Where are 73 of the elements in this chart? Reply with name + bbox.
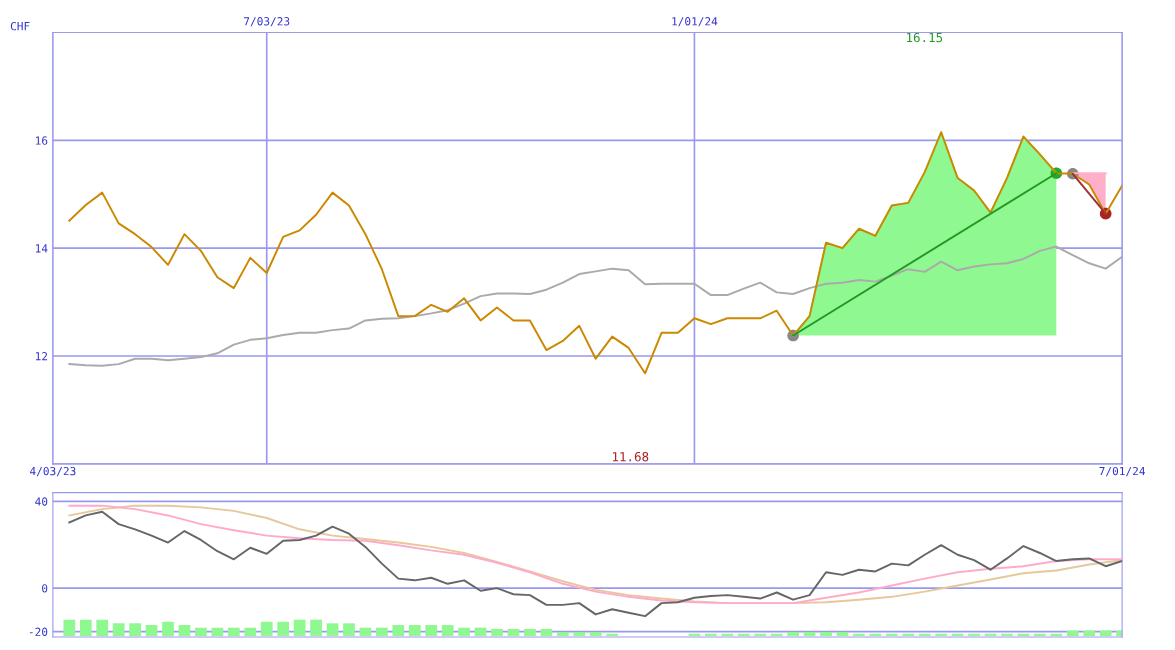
- bar: [589, 632, 602, 636]
- bar: [310, 619, 322, 636]
- x2-tick-label: 7/03/23: [244, 17, 290, 27]
- bar: [343, 623, 355, 636]
- bar: [326, 623, 339, 636]
- bar: [96, 619, 109, 636]
- line-series: [68, 245, 1123, 367]
- bar: [787, 632, 799, 636]
- line-series: [68, 510, 1123, 618]
- bar: [1001, 633, 1013, 636]
- bar: [129, 623, 141, 636]
- bar: [606, 633, 619, 636]
- bar: [918, 633, 931, 636]
- bar: [244, 627, 257, 636]
- bar: [573, 632, 586, 636]
- bar: [705, 633, 717, 636]
- bar: [820, 632, 832, 636]
- bar: [1083, 630, 1096, 636]
- bar: [869, 633, 882, 636]
- bar: [935, 633, 948, 636]
- bar: [1099, 630, 1112, 636]
- y-tick-label: 40: [35, 497, 48, 506]
- bar: [79, 619, 92, 636]
- bar: [754, 633, 767, 636]
- bar: [227, 627, 240, 636]
- bar: [902, 633, 915, 636]
- x2-tick-label: 1/01/24: [672, 17, 718, 27]
- bar: [441, 625, 454, 636]
- bar: [260, 621, 273, 636]
- x-tick-label: 7/01/24: [1099, 466, 1146, 477]
- bar: [293, 619, 306, 636]
- y-axis-title: CHF: [10, 21, 30, 31]
- bar: [178, 625, 191, 636]
- bar: [195, 627, 207, 636]
- y-tick-label: 14: [35, 244, 48, 253]
- bar: [556, 632, 569, 636]
- bar: [211, 627, 224, 636]
- line-series: [68, 131, 1123, 375]
- bar: [162, 621, 174, 636]
- y-tick-label: -20: [29, 627, 48, 636]
- bar: [112, 623, 125, 636]
- bar: [836, 632, 849, 636]
- bar: [770, 633, 783, 636]
- bar: [474, 627, 487, 636]
- bar: [359, 627, 372, 636]
- annotation: 16.15: [907, 32, 943, 43]
- bar: [408, 625, 421, 636]
- bar: [853, 633, 865, 636]
- y-tick-label: 12: [35, 352, 48, 361]
- y-tick-label: 0: [42, 584, 48, 593]
- bar: [968, 633, 980, 636]
- bar: [524, 628, 536, 636]
- bar: [392, 625, 405, 636]
- y-tick-label: 16: [35, 136, 48, 145]
- bar: [737, 633, 750, 636]
- bar: [540, 628, 553, 636]
- bar: [885, 633, 898, 636]
- bar: [1050, 633, 1063, 636]
- line-series: [68, 504, 1123, 605]
- annotation: 11.68: [612, 451, 649, 462]
- bar: [458, 627, 470, 636]
- bar: [491, 628, 503, 636]
- bar: [277, 621, 290, 636]
- bar: [1034, 633, 1046, 636]
- bar: [721, 633, 734, 636]
- bar: [507, 628, 520, 636]
- bar: [425, 625, 438, 636]
- bar: [1066, 630, 1079, 636]
- bar: [376, 627, 388, 636]
- bar: [145, 625, 158, 636]
- bar: [803, 632, 816, 636]
- x-tick-label: 4/03/23: [30, 466, 76, 477]
- bar: [63, 619, 76, 636]
